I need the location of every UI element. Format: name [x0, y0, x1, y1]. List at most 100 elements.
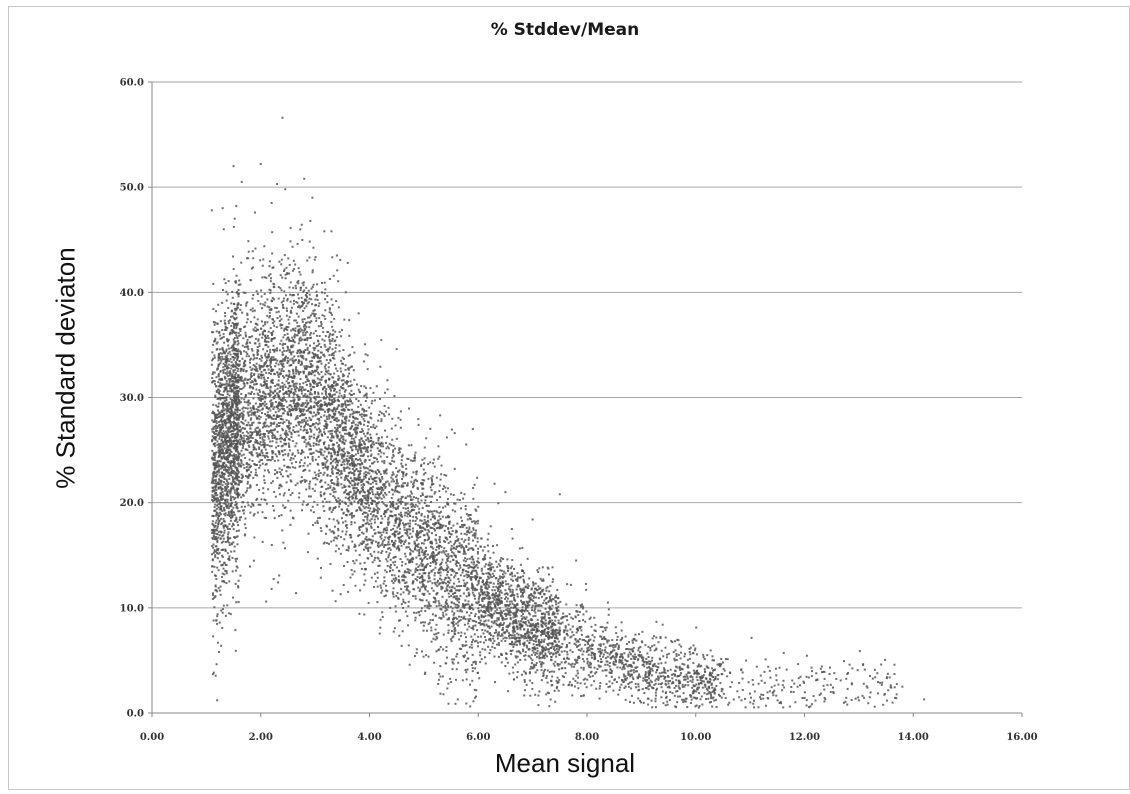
- data-point: [297, 451, 300, 454]
- data-point: [338, 344, 341, 347]
- data-point: [518, 585, 521, 588]
- data-point: [338, 473, 341, 476]
- data-point: [556, 676, 559, 679]
- data-point: [408, 519, 411, 522]
- data-point: [485, 572, 488, 575]
- data-point: [420, 529, 423, 532]
- data-point: [560, 661, 563, 664]
- data-point: [423, 604, 426, 607]
- data-point: [330, 540, 333, 543]
- data-point: [348, 419, 351, 422]
- data-point: [260, 384, 263, 387]
- data-point: [577, 676, 580, 679]
- data-point: [247, 468, 250, 471]
- data-point: [506, 626, 509, 629]
- data-point: [283, 492, 286, 495]
- data-point: [519, 658, 522, 661]
- data-point: [212, 495, 215, 498]
- data-point: [370, 576, 373, 579]
- data-point: [534, 582, 537, 585]
- data-point: [538, 587, 541, 590]
- data-point: [286, 433, 289, 436]
- data-point: [320, 321, 323, 324]
- data-point: [702, 680, 705, 683]
- data-point: [421, 492, 424, 495]
- data-point: [823, 670, 826, 673]
- data-point: [222, 481, 225, 484]
- data-point: [794, 701, 797, 704]
- data-point: [628, 681, 631, 684]
- data-point: [443, 547, 446, 550]
- data-point: [476, 552, 479, 555]
- data-point: [242, 453, 245, 456]
- data-point: [506, 593, 509, 596]
- data-point: [440, 608, 443, 611]
- data-point: [658, 672, 661, 675]
- data-point: [301, 303, 304, 306]
- data-point: [435, 476, 438, 479]
- data-point: [502, 631, 505, 634]
- data-point: [564, 626, 567, 629]
- data-point: [387, 518, 390, 521]
- data-point: [718, 665, 721, 668]
- data-point: [464, 584, 467, 587]
- data-point: [432, 547, 435, 550]
- data-point: [292, 369, 295, 372]
- data-point: [608, 653, 611, 656]
- y-tick-label: 30.0: [120, 393, 144, 404]
- data-point: [665, 683, 668, 686]
- data-point: [832, 692, 835, 695]
- data-point: [300, 223, 303, 226]
- data-point: [333, 483, 336, 486]
- data-point: [531, 604, 534, 607]
- data-point: [415, 567, 418, 570]
- data-point: [283, 327, 286, 330]
- data-point: [474, 660, 477, 663]
- data-point: [566, 656, 569, 659]
- data-point: [439, 568, 442, 571]
- data-point: [228, 381, 231, 384]
- data-point: [425, 546, 428, 549]
- data-point: [421, 482, 424, 485]
- data-point: [323, 365, 326, 368]
- data-point: [268, 265, 271, 268]
- data-point: [222, 336, 225, 339]
- data-point: [270, 405, 273, 408]
- data-point: [437, 600, 440, 603]
- data-point: [212, 671, 215, 674]
- data-point: [383, 538, 386, 541]
- data-point: [453, 612, 456, 615]
- data-point: [364, 515, 367, 518]
- data-point: [297, 362, 300, 365]
- data-point: [523, 679, 526, 682]
- data-point: [570, 665, 573, 668]
- data-point: [393, 460, 396, 463]
- data-point: [229, 492, 232, 495]
- data-point: [451, 570, 454, 573]
- data-point: [277, 425, 280, 428]
- data-point: [366, 495, 369, 498]
- data-point: [362, 465, 365, 468]
- data-point: [316, 503, 319, 506]
- data-point: [336, 383, 339, 386]
- data-point: [225, 572, 228, 575]
- data-point: [738, 681, 741, 684]
- data-point: [273, 397, 276, 400]
- data-point: [373, 528, 376, 531]
- data-point: [428, 511, 431, 514]
- data-point: [375, 425, 378, 428]
- data-point: [383, 545, 386, 548]
- data-point: [369, 486, 372, 489]
- data-point: [224, 434, 227, 437]
- data-point: [400, 459, 403, 462]
- data-point: [288, 430, 291, 433]
- data-point: [384, 471, 387, 474]
- data-point: [231, 570, 234, 573]
- data-point: [493, 598, 496, 601]
- data-point: [280, 339, 283, 342]
- data-point: [227, 427, 230, 430]
- data-point: [633, 656, 636, 659]
- data-point: [466, 576, 469, 579]
- data-point: [288, 428, 291, 431]
- data-point: [232, 469, 235, 472]
